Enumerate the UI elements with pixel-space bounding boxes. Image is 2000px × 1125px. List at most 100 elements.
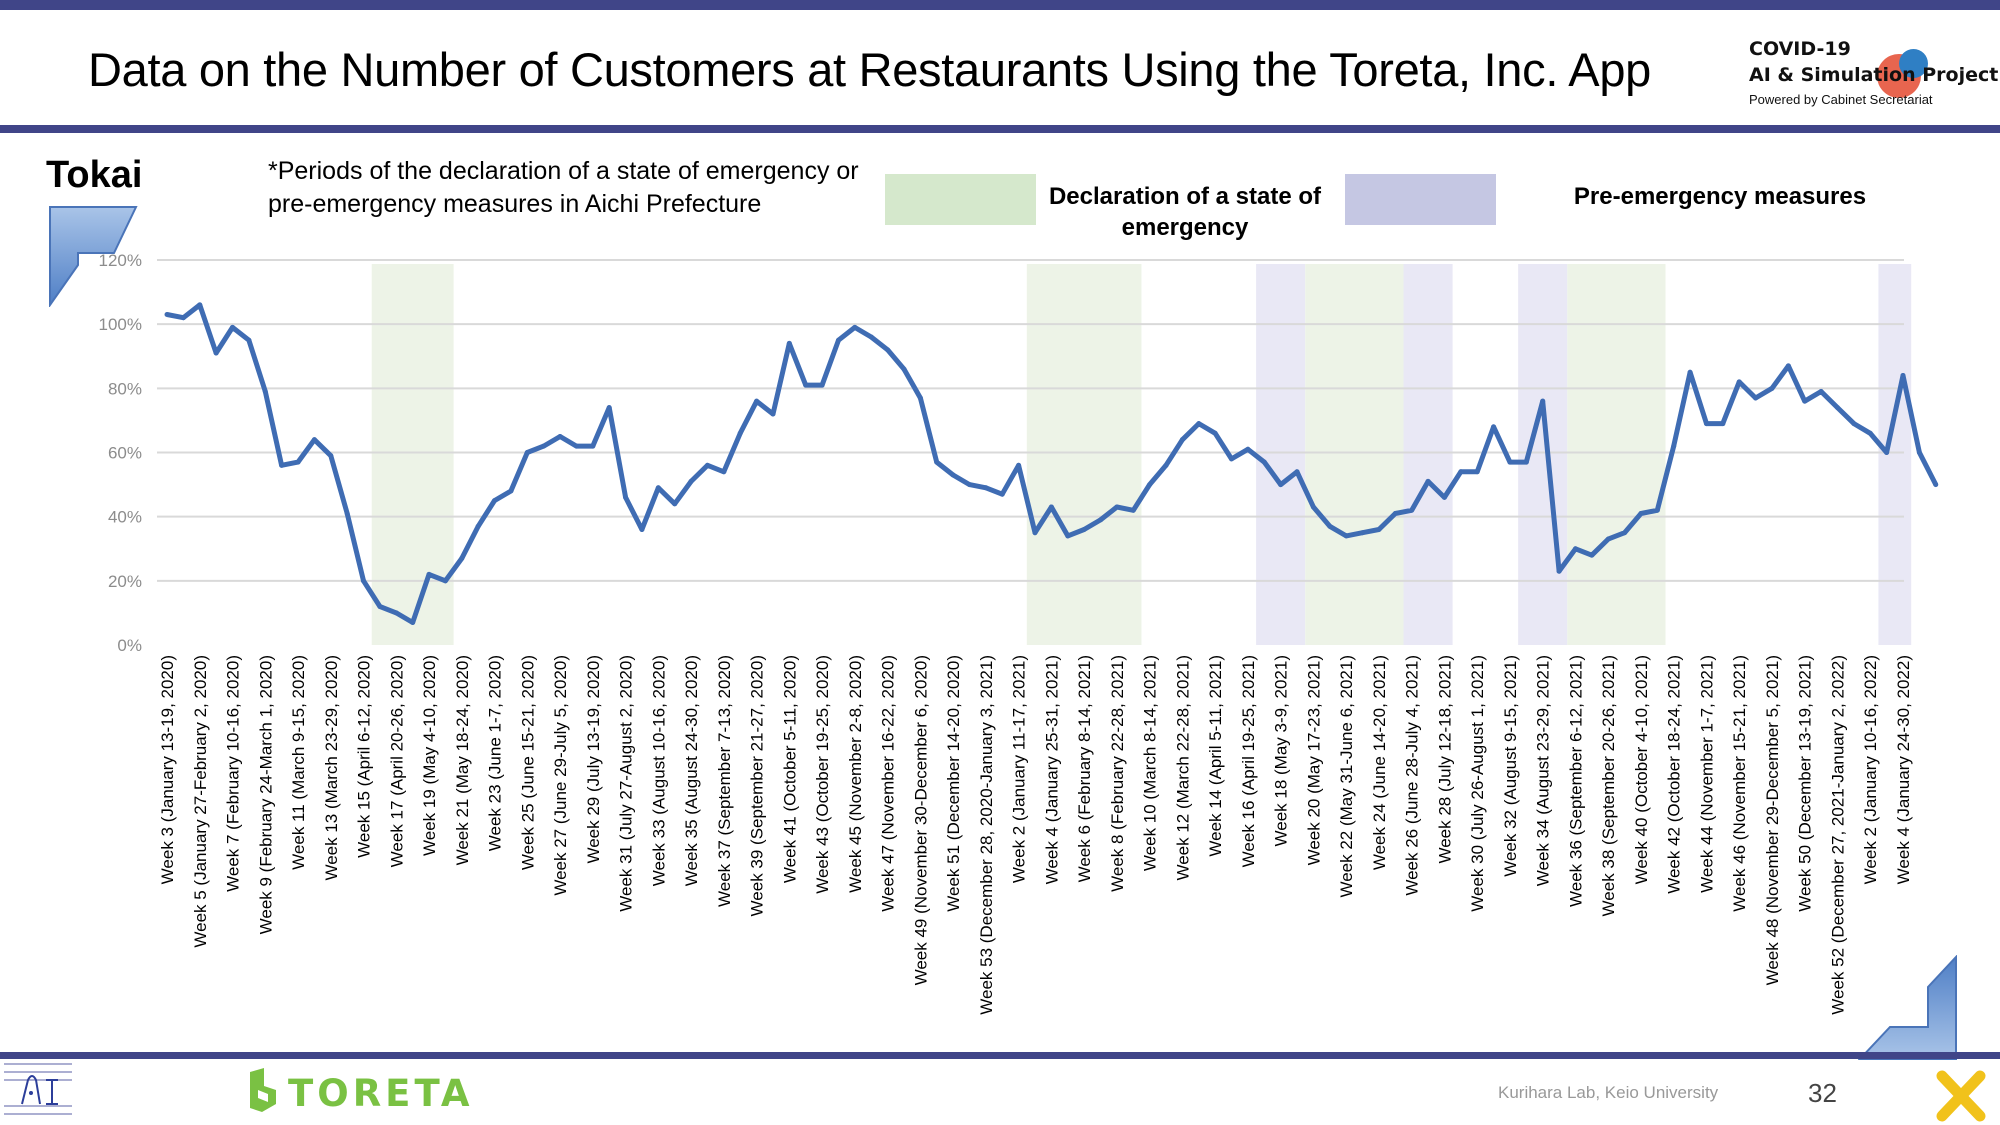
- x-axis-ticks: Week 3 (January 13-19, 2020) Week 5 (Janu…: [158, 655, 1913, 1015]
- kurihara-lab-logo-icon: [4, 1063, 72, 1115]
- x-tick-label: Week 19 (May 4-10, 2020): [420, 655, 439, 856]
- header-bottom-bar: [0, 125, 2000, 133]
- data-point: [1736, 379, 1742, 385]
- data-point: [950, 472, 956, 478]
- x-tick-label: Week 37 (September 7-13, 2020): [715, 655, 734, 907]
- emergency-band: [1026, 264, 1142, 645]
- data-point: [442, 578, 448, 584]
- data-point: [1916, 450, 1922, 455]
- data-point: [344, 510, 350, 516]
- data-point: [606, 405, 612, 411]
- data-point: [295, 459, 301, 465]
- data-point: [1720, 421, 1726, 427]
- data-point: [934, 459, 940, 465]
- data-point: [180, 315, 186, 321]
- data-point: [803, 382, 809, 388]
- data-point: [1458, 469, 1464, 475]
- data-point: [655, 485, 661, 491]
- covid-project-logo: COVID-19 AI & Simulation Project Powered…: [1745, 24, 1999, 114]
- data-point: [1196, 421, 1202, 427]
- data-point: [966, 482, 972, 488]
- x-tick-label: Week 20 (May 17-23, 2021): [1304, 655, 1323, 865]
- data-point: [1867, 430, 1873, 436]
- x-tick-label: Week 13 (March 23-29, 2020): [322, 655, 341, 881]
- data-point: [1294, 469, 1300, 475]
- y-tick-label: 40%: [108, 508, 142, 527]
- data-point: [1376, 527, 1382, 532]
- data-point: [262, 389, 268, 395]
- data-point: [1556, 568, 1562, 574]
- legend-label-emergency: Declaration of a state of emergency: [1048, 183, 1322, 241]
- data-point: [1933, 482, 1939, 488]
- y-tick-label: 100%: [99, 315, 142, 334]
- x-tick-label: Week 24 (June 14-20, 2021): [1370, 655, 1389, 870]
- data-point: [590, 443, 596, 449]
- emergency-band: [1305, 264, 1404, 645]
- data-point: [1278, 482, 1284, 488]
- data-point: [197, 302, 203, 308]
- data-point: [1622, 530, 1628, 536]
- x-tick-label: Week 50 (December 13-19, 2021): [1796, 655, 1815, 912]
- data-point: [917, 395, 923, 401]
- x-tick-label: Week 33 (August 10-16, 2020): [649, 655, 668, 886]
- x-tick-label: Week 47 (November 16-22, 2020): [879, 655, 898, 912]
- data-point: [1589, 552, 1595, 558]
- pre-emergency-band: [1403, 264, 1453, 645]
- data-point: [704, 462, 710, 468]
- data-point: [1834, 405, 1840, 411]
- shading-note: *Periods of the declaration of a state o…: [268, 157, 859, 218]
- data-point: [328, 453, 334, 459]
- data-point: [1605, 536, 1611, 542]
- footer-bar: [0, 1052, 2000, 1059]
- data-point: [492, 498, 498, 504]
- x-tick-label: Week 25 (June 15-21, 2020): [518, 655, 537, 870]
- data-point: [393, 610, 399, 616]
- x-tick-label: Week 5 (January 27-February 2, 2020): [191, 655, 210, 948]
- x-tick-label: Week 11 (March 9-15, 2020): [289, 655, 308, 870]
- data-point: [573, 443, 579, 449]
- x-tick-label: Week 45 (November 2-8, 2020): [846, 655, 865, 893]
- data-point: [524, 450, 530, 455]
- logo-blue-circle-icon: [1899, 49, 1928, 78]
- x-tick-label: Week 51 (December 14-20, 2020): [944, 655, 963, 912]
- legend-label-pre-emergency: Pre-emergency measures: [1573, 183, 1867, 210]
- data-point: [1491, 424, 1497, 430]
- x-tick-label: Week 23 (June 1-7, 2020): [486, 655, 505, 851]
- data-point: [770, 411, 776, 417]
- x-tick-label: Week 29 (July 13-19, 2020): [584, 655, 603, 864]
- data-point: [852, 324, 858, 330]
- data-point: [1802, 398, 1808, 404]
- data-point: [1441, 494, 1447, 500]
- page-number: 32: [1808, 1078, 1837, 1108]
- data-point: [999, 491, 1005, 497]
- corner-decoration-top-left-icon: [49, 206, 138, 307]
- x-tick-label: Week 14 (April 5-11, 2021): [1206, 655, 1225, 857]
- data-point: [1638, 510, 1644, 516]
- data-point: [1425, 478, 1431, 484]
- x-tick-label: Week 30 (July 26-August 1, 2021): [1468, 655, 1487, 912]
- data-point: [1343, 533, 1349, 539]
- data-point: [1687, 369, 1693, 375]
- x-tick-label: Week 2 (January 11-17, 2021): [1010, 655, 1029, 883]
- x-tick-label: Week 32 (August 9-15, 2021): [1501, 655, 1520, 877]
- data-point: [1212, 430, 1218, 436]
- x-tick-label: Week 21 (May 18-24, 2020): [453, 655, 472, 865]
- x-tick-label: Week 22 (May 31-June 6, 2021): [1337, 655, 1356, 898]
- y-tick-label: 0%: [117, 636, 142, 655]
- pre-emergency-band: [1256, 264, 1306, 645]
- data-point: [1229, 456, 1235, 462]
- data-point: [1474, 469, 1480, 475]
- x-tick-label: Week 49 (November 30-December 6, 2020): [911, 655, 930, 985]
- data-point: [868, 334, 874, 340]
- x-tick-label: Week 7 (February 10-16, 2020): [224, 655, 243, 892]
- data-point: [279, 462, 285, 468]
- data-point: [541, 443, 547, 449]
- toreta-chair-icon: [250, 1068, 276, 1112]
- data-point: [1884, 450, 1890, 455]
- x-tick-label: Week 43 (October 19-25, 2020): [813, 655, 832, 894]
- x-tick-label: Week 42 (October 18-24, 2021): [1665, 655, 1684, 894]
- x-tick-label: Week 40 (October 4-10, 2021): [1632, 655, 1651, 884]
- x-tick-label: Week 48 (November 29-December 5, 2021): [1763, 655, 1782, 985]
- data-point: [688, 478, 694, 484]
- logo-line-2: AI & Simulation Project: [1749, 64, 1999, 86]
